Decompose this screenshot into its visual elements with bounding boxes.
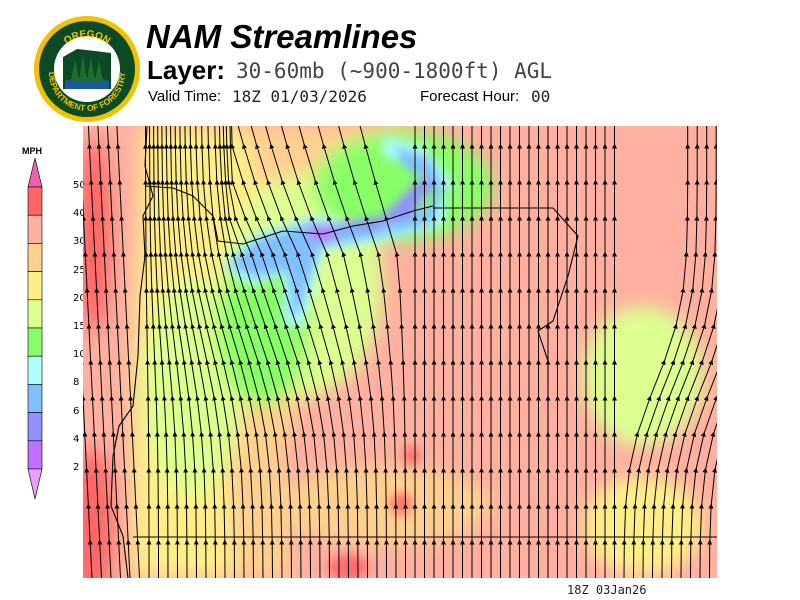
- svg-text:OREGON: OREGON: [62, 29, 112, 47]
- forecast-hour-value: 00: [531, 87, 551, 106]
- colorbar-segment-4_6: [27, 412, 43, 442]
- colorbar-tick-label: 6: [73, 405, 80, 417]
- streamline-map: [83, 126, 717, 578]
- colorbar-tick-label: 30: [73, 236, 86, 248]
- streamline: [707, 143, 717, 578]
- colorbar-tick-label: 10: [73, 349, 86, 361]
- streamlines: [83, 126, 717, 578]
- color-bar-legend: 50 40 30 25 20 15 10 8 6 4 2: [27, 157, 86, 503]
- colorbar-segment-40_50: [27, 186, 43, 216]
- colorbar-segment-20_25: [27, 271, 43, 301]
- colorbar-tick-label: 20: [73, 292, 86, 304]
- colorbar-segment-2_4: [27, 440, 43, 470]
- forecast-hour-label: Forecast Hour:: [420, 88, 520, 105]
- colorbar-tick-label: 25: [73, 264, 86, 276]
- streamline: [669, 143, 717, 578]
- streamline: [359, 126, 409, 578]
- color-bar: [27, 157, 43, 500]
- streamline: [115, 126, 141, 578]
- colorbar-segment-30_40: [27, 214, 43, 244]
- streamline: [678, 143, 717, 578]
- valid-time-label: Valid Time:: [148, 88, 222, 105]
- colorbar-tick-label: 15: [73, 321, 86, 332]
- valid-time-value: 18Z 01/03/2026: [232, 87, 367, 106]
- footer-timestamp: 18Z 03Jan26: [567, 583, 647, 597]
- oregon-department-of-forestry-logo: OREGON DEPARTMENT OF FORESTRY: [34, 16, 140, 122]
- colorbar-tick-label: 8: [73, 377, 80, 389]
- legend-units: MPH: [22, 146, 42, 156]
- colorbar-segment-10_15: [27, 327, 43, 357]
- colorbar-tick-label: 50: [73, 180, 86, 191]
- colorbar-segment-6_8: [27, 384, 43, 413]
- streamline: [697, 143, 717, 578]
- wind-speed-field: [83, 126, 717, 578]
- colorbar-tick-label: 2: [73, 462, 80, 473]
- layer-label: Layer:: [147, 55, 226, 85]
- colorbar-segment-8_10: [27, 355, 43, 385]
- streamline: [688, 143, 717, 578]
- colorbar-overflow-triangle: [27, 157, 43, 188]
- layer-value: 30-60mb (~900-1800ft) AGL: [236, 59, 553, 83]
- colorbar-segment-15_20: [27, 299, 43, 329]
- colorbar-tick-label: 4: [73, 433, 80, 445]
- colorbar-tick-label: 40: [73, 208, 86, 220]
- colorbar-segment-25_30: [27, 243, 43, 272]
- colorbar-underflow-triangle: [27, 468, 43, 500]
- page-title: NAM Streamlines: [146, 18, 418, 55]
